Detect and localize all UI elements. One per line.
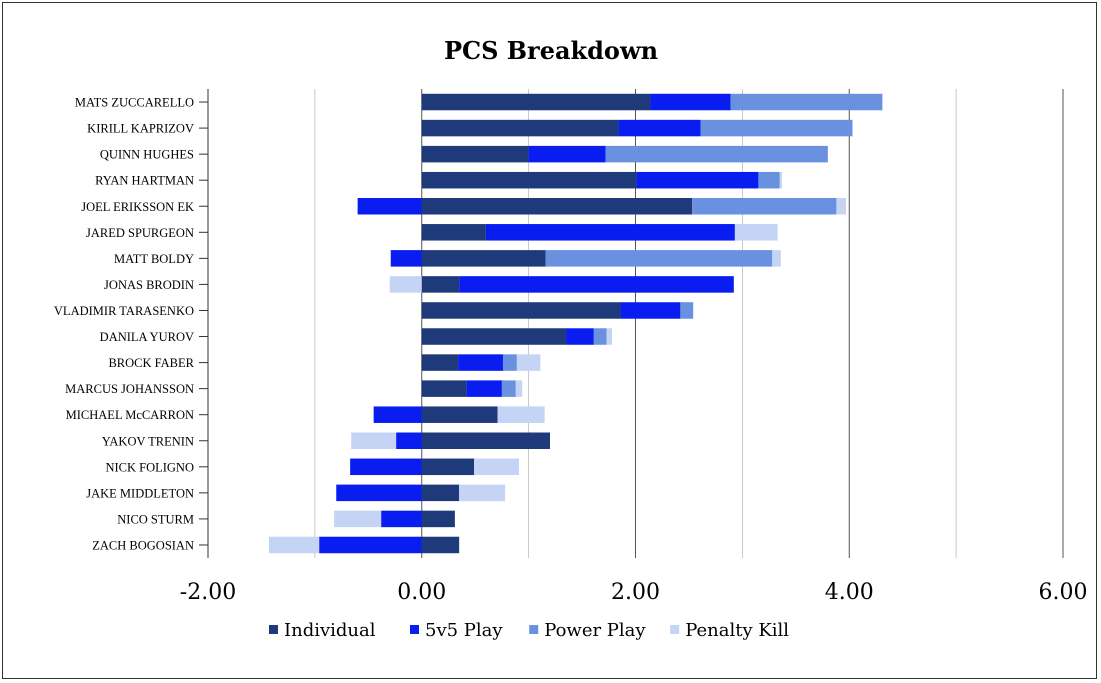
chart-title: PCS Breakdown xyxy=(444,36,658,65)
y-tick-label: NICK FOLIGNO xyxy=(105,460,194,474)
bar-5v5-play xyxy=(319,536,422,554)
legend-swatch-penalty-kill xyxy=(670,625,680,634)
x-tick-label: 4.00 xyxy=(825,580,874,605)
y-tick-label: VLADIMIR TARASENKO xyxy=(54,304,194,318)
bar-power-play xyxy=(593,328,607,345)
bar-individual xyxy=(421,510,455,528)
bar-power-play xyxy=(758,171,780,189)
bar-individual xyxy=(421,145,529,163)
bar-individual xyxy=(421,484,460,502)
bar-penalty-kill xyxy=(459,484,506,502)
bar-5v5-play xyxy=(458,354,503,371)
bar-penalty-kill xyxy=(389,276,422,293)
bar-5v5-play xyxy=(528,145,606,163)
y-tick-label: JOEL ERIKSSON EK xyxy=(81,200,194,214)
legend-label-5v5-play: 5v5 Play xyxy=(425,620,503,641)
x-axis: -2.00 0.00 2.00 4.00 6.00 xyxy=(180,580,1088,605)
y-tick-label: RYAN HARTMAN xyxy=(95,174,194,188)
bar-power-play xyxy=(730,93,883,111)
legend: Individual 5v5 Play Power Play Penalty Kill xyxy=(269,620,789,641)
bar-5v5-play xyxy=(373,406,422,423)
bar-individual xyxy=(421,171,637,189)
bar-penalty-kill xyxy=(268,536,320,554)
pcs-breakdown-chart: PCS Breakdown MATS ZUCCARELLO KIRILL KAPR… xyxy=(54,36,1088,641)
bar-penalty-kill xyxy=(606,328,612,345)
x-tick-label: -2.00 xyxy=(180,580,236,605)
x-tick-label: 0.00 xyxy=(397,580,446,605)
bar-5v5-play xyxy=(650,93,731,111)
y-tick-label: MATS ZUCCARELLO xyxy=(75,96,194,110)
bar-individual xyxy=(421,276,460,293)
bar-5v5-play xyxy=(336,484,422,502)
y-tick-label: JARED SPURGEON xyxy=(86,226,194,240)
y-tick-label: MARCUS JOHANSSON xyxy=(65,382,194,396)
bar-penalty-kill xyxy=(772,250,781,267)
legend-swatch-5v5-play xyxy=(410,625,419,634)
bar-individual xyxy=(421,119,619,137)
bar-5v5-play xyxy=(566,328,594,345)
bar-penalty-kill xyxy=(497,406,545,423)
bar-individual xyxy=(421,380,467,397)
x-tick-label: 6.00 xyxy=(1039,580,1088,605)
bar-5v5-play xyxy=(357,198,422,215)
bar-penalty-kill xyxy=(779,171,782,189)
y-tick-label: DANILA YUROV xyxy=(100,330,194,344)
bar-power-play xyxy=(700,119,853,137)
bar-5v5-play xyxy=(620,302,681,319)
bar-power-play xyxy=(680,302,694,319)
bar-penalty-kill xyxy=(516,354,541,371)
bar-penalty-kill xyxy=(515,380,523,397)
bar-penalty-kill xyxy=(836,198,847,215)
bar-5v5-play xyxy=(350,458,422,476)
y-tick-label: NICO STURM xyxy=(117,512,194,526)
bar-power-play xyxy=(501,380,516,397)
bar-individual xyxy=(421,302,621,319)
y-tick-label: MATT BOLDY xyxy=(114,252,194,266)
bar-5v5-play xyxy=(618,119,701,137)
x-tick-label: 2.00 xyxy=(611,580,660,605)
bar-individual xyxy=(421,536,460,554)
y-tick-label: YAKOV TRENIN xyxy=(102,434,194,448)
bar-individual xyxy=(421,354,459,371)
bar-individual xyxy=(421,328,567,345)
legend-label-penalty-kill: Penalty Kill xyxy=(685,620,789,641)
bar-individual xyxy=(421,432,550,449)
y-tick-label: QUINN HUGHES xyxy=(100,148,194,162)
y-tick-label: JAKE MIDDLETON xyxy=(86,486,194,500)
bar-penalty-kill xyxy=(334,510,382,528)
bars xyxy=(268,93,883,554)
bar-power-play xyxy=(692,198,837,215)
bar-penalty-kill xyxy=(351,432,397,449)
y-tick-label: ZACH BOGOSIAN xyxy=(92,538,194,552)
bar-penalty-kill xyxy=(734,224,778,241)
bar-5v5-play xyxy=(466,380,502,397)
bar-5v5-play xyxy=(381,510,422,528)
y-tick-label: JONAS BRODIN xyxy=(104,278,194,292)
bar-5v5-play xyxy=(636,171,759,189)
bar-individual xyxy=(421,93,651,111)
y-tick-label: KIRILL KAPRIZOV xyxy=(87,122,194,136)
bar-5v5-play xyxy=(459,276,734,293)
bar-individual xyxy=(421,458,475,476)
gridlines xyxy=(207,89,1064,558)
bar-power-play xyxy=(502,354,517,371)
bar-5v5-play xyxy=(485,224,735,241)
legend-swatch-power-play xyxy=(529,625,539,634)
bar-5v5-play xyxy=(396,432,422,449)
bar-power-play xyxy=(605,145,828,163)
y-tick-label: MICHAEL McCARRON xyxy=(66,408,194,422)
bar-power-play xyxy=(545,250,773,267)
y-axis: MATS ZUCCARELLO KIRILL KAPRIZOV QUINN HUGH… xyxy=(54,89,209,558)
bar-penalty-kill xyxy=(474,458,520,476)
legend-label-power-play: Power Play xyxy=(544,620,646,641)
bar-individual xyxy=(421,406,498,423)
legend-swatch-individual xyxy=(269,625,278,634)
y-tick-label: BROCK FABER xyxy=(108,356,194,370)
bar-individual xyxy=(421,250,546,267)
legend-label-individual: Individual xyxy=(284,620,376,641)
bar-individual xyxy=(421,198,693,215)
bar-5v5-play xyxy=(390,250,422,267)
bar-individual xyxy=(421,224,486,241)
